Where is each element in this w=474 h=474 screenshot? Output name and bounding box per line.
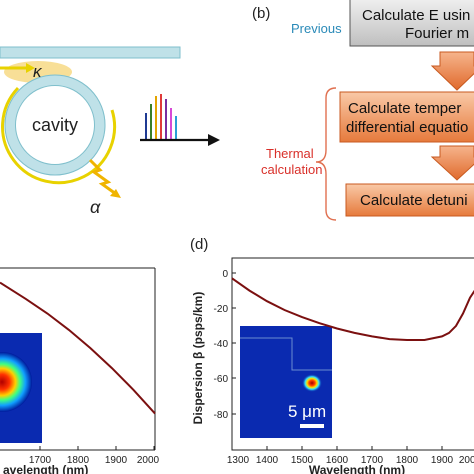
panel-d-y-tick-label: -60 — [214, 374, 229, 385]
flow-arrow-1 — [430, 51, 474, 91]
panel-d: (d) Dispersion β (psps/km) 0 -20 -40 -60… — [190, 236, 474, 474]
panel-a: κ cavity α — [0, 46, 181, 217]
panel-c-mode-profile — [0, 352, 32, 412]
panel-c-xlabel: avelength (nm) — [3, 463, 88, 474]
flow-box-detuning — [345, 183, 474, 217]
panel-d-curve — [231, 277, 474, 341]
output-spectrum — [140, 94, 220, 146]
panel-c-tick-label: 1800 — [67, 455, 90, 466]
panel-d-plot-frame — [231, 257, 474, 451]
scale-bar — [300, 424, 324, 428]
panel-c-tick-label: 1900 — [105, 455, 128, 466]
flow-box-fourier — [349, 0, 474, 47]
panel-d-x-tick-label: 2000 — [459, 455, 474, 466]
panel-d-y-tick-label: -80 — [214, 410, 229, 421]
panel-d-x-tick-label: 1300 — [227, 455, 250, 466]
flow-box-temperature-line2: differential equatio — [346, 119, 468, 136]
flow-box-temperature-line1: Calculate temper — [348, 100, 461, 117]
ring-resonator-inner-edge — [15, 85, 95, 165]
panel-d-waveguide-outline — [240, 337, 332, 371]
panel-d-y-tick-label: -20 — [214, 304, 229, 315]
panel-d-mode-profile — [302, 374, 322, 392]
panel-d-y-tick-label: -40 — [214, 339, 229, 350]
panel-c-tick-label: 1700 — [29, 455, 52, 466]
light-circulation-path — [1, 86, 117, 185]
panel-b: (b) Previous Calculate E usin Fourier m … — [252, 0, 474, 221]
panel-d-x-tick-label: 1400 — [256, 455, 279, 466]
thermal-brace — [315, 87, 337, 221]
panel-d-x-tick-label: 1800 — [396, 455, 419, 466]
spectrum-arrowhead — [208, 134, 220, 146]
bus-waveguide — [0, 46, 181, 59]
panel-c-curve — [0, 281, 156, 415]
scale-bar-label: 5 μm — [288, 402, 326, 421]
flow-box-fourier-line2: Fourier m — [405, 25, 469, 42]
flow-box-temperature — [339, 91, 474, 143]
ring-resonator-edge — [4, 74, 106, 176]
kappa-symbol: κ — [33, 62, 43, 81]
panel-d-x-tick-label: 1600 — [326, 455, 349, 466]
cavity-label: cavity — [32, 115, 78, 135]
thermal-label-line1: Thermal — [266, 146, 314, 161]
panel-d-y-tick-label: 0 — [222, 269, 228, 280]
panel-d-xlabel: Wavelength (nm) — [309, 463, 405, 474]
previous-label: Previous — [291, 21, 342, 36]
loss-arrow — [88, 158, 117, 196]
thermal-label-line2: calculation — [261, 162, 322, 177]
panel-d-x-tick-label: 1900 — [431, 455, 454, 466]
panel-d-x-tick-label: 1700 — [361, 455, 384, 466]
panel-b-label: (b) — [252, 5, 270, 22]
flow-arrow-2 — [430, 145, 474, 181]
loss-arrowhead — [110, 189, 121, 198]
alpha-symbol: α — [90, 197, 101, 217]
flow-box-detuning-line1: Calculate detuni — [360, 192, 468, 209]
panel-c: 1700 1800 1900 2000 avelength (nm) — [0, 267, 160, 474]
panel-d-x-tick-label: 1500 — [291, 455, 314, 466]
panel-d-ylabel: Dispersion β (psps/km) — [191, 292, 205, 425]
ring-resonator — [4, 74, 106, 176]
panel-c-tick-label: 2000 — [137, 455, 160, 466]
flow-box-fourier-line1: Calculate E usin — [362, 7, 470, 24]
coupling-arrowhead — [26, 63, 35, 73]
panel-d-label: (d) — [190, 236, 208, 253]
panel-d-x-ticks: 1300 1400 1500 1600 1700 1800 1900 2000 — [227, 446, 474, 466]
panel-d-y-ticks: 0 -20 -40 -60 -80 — [214, 269, 236, 421]
